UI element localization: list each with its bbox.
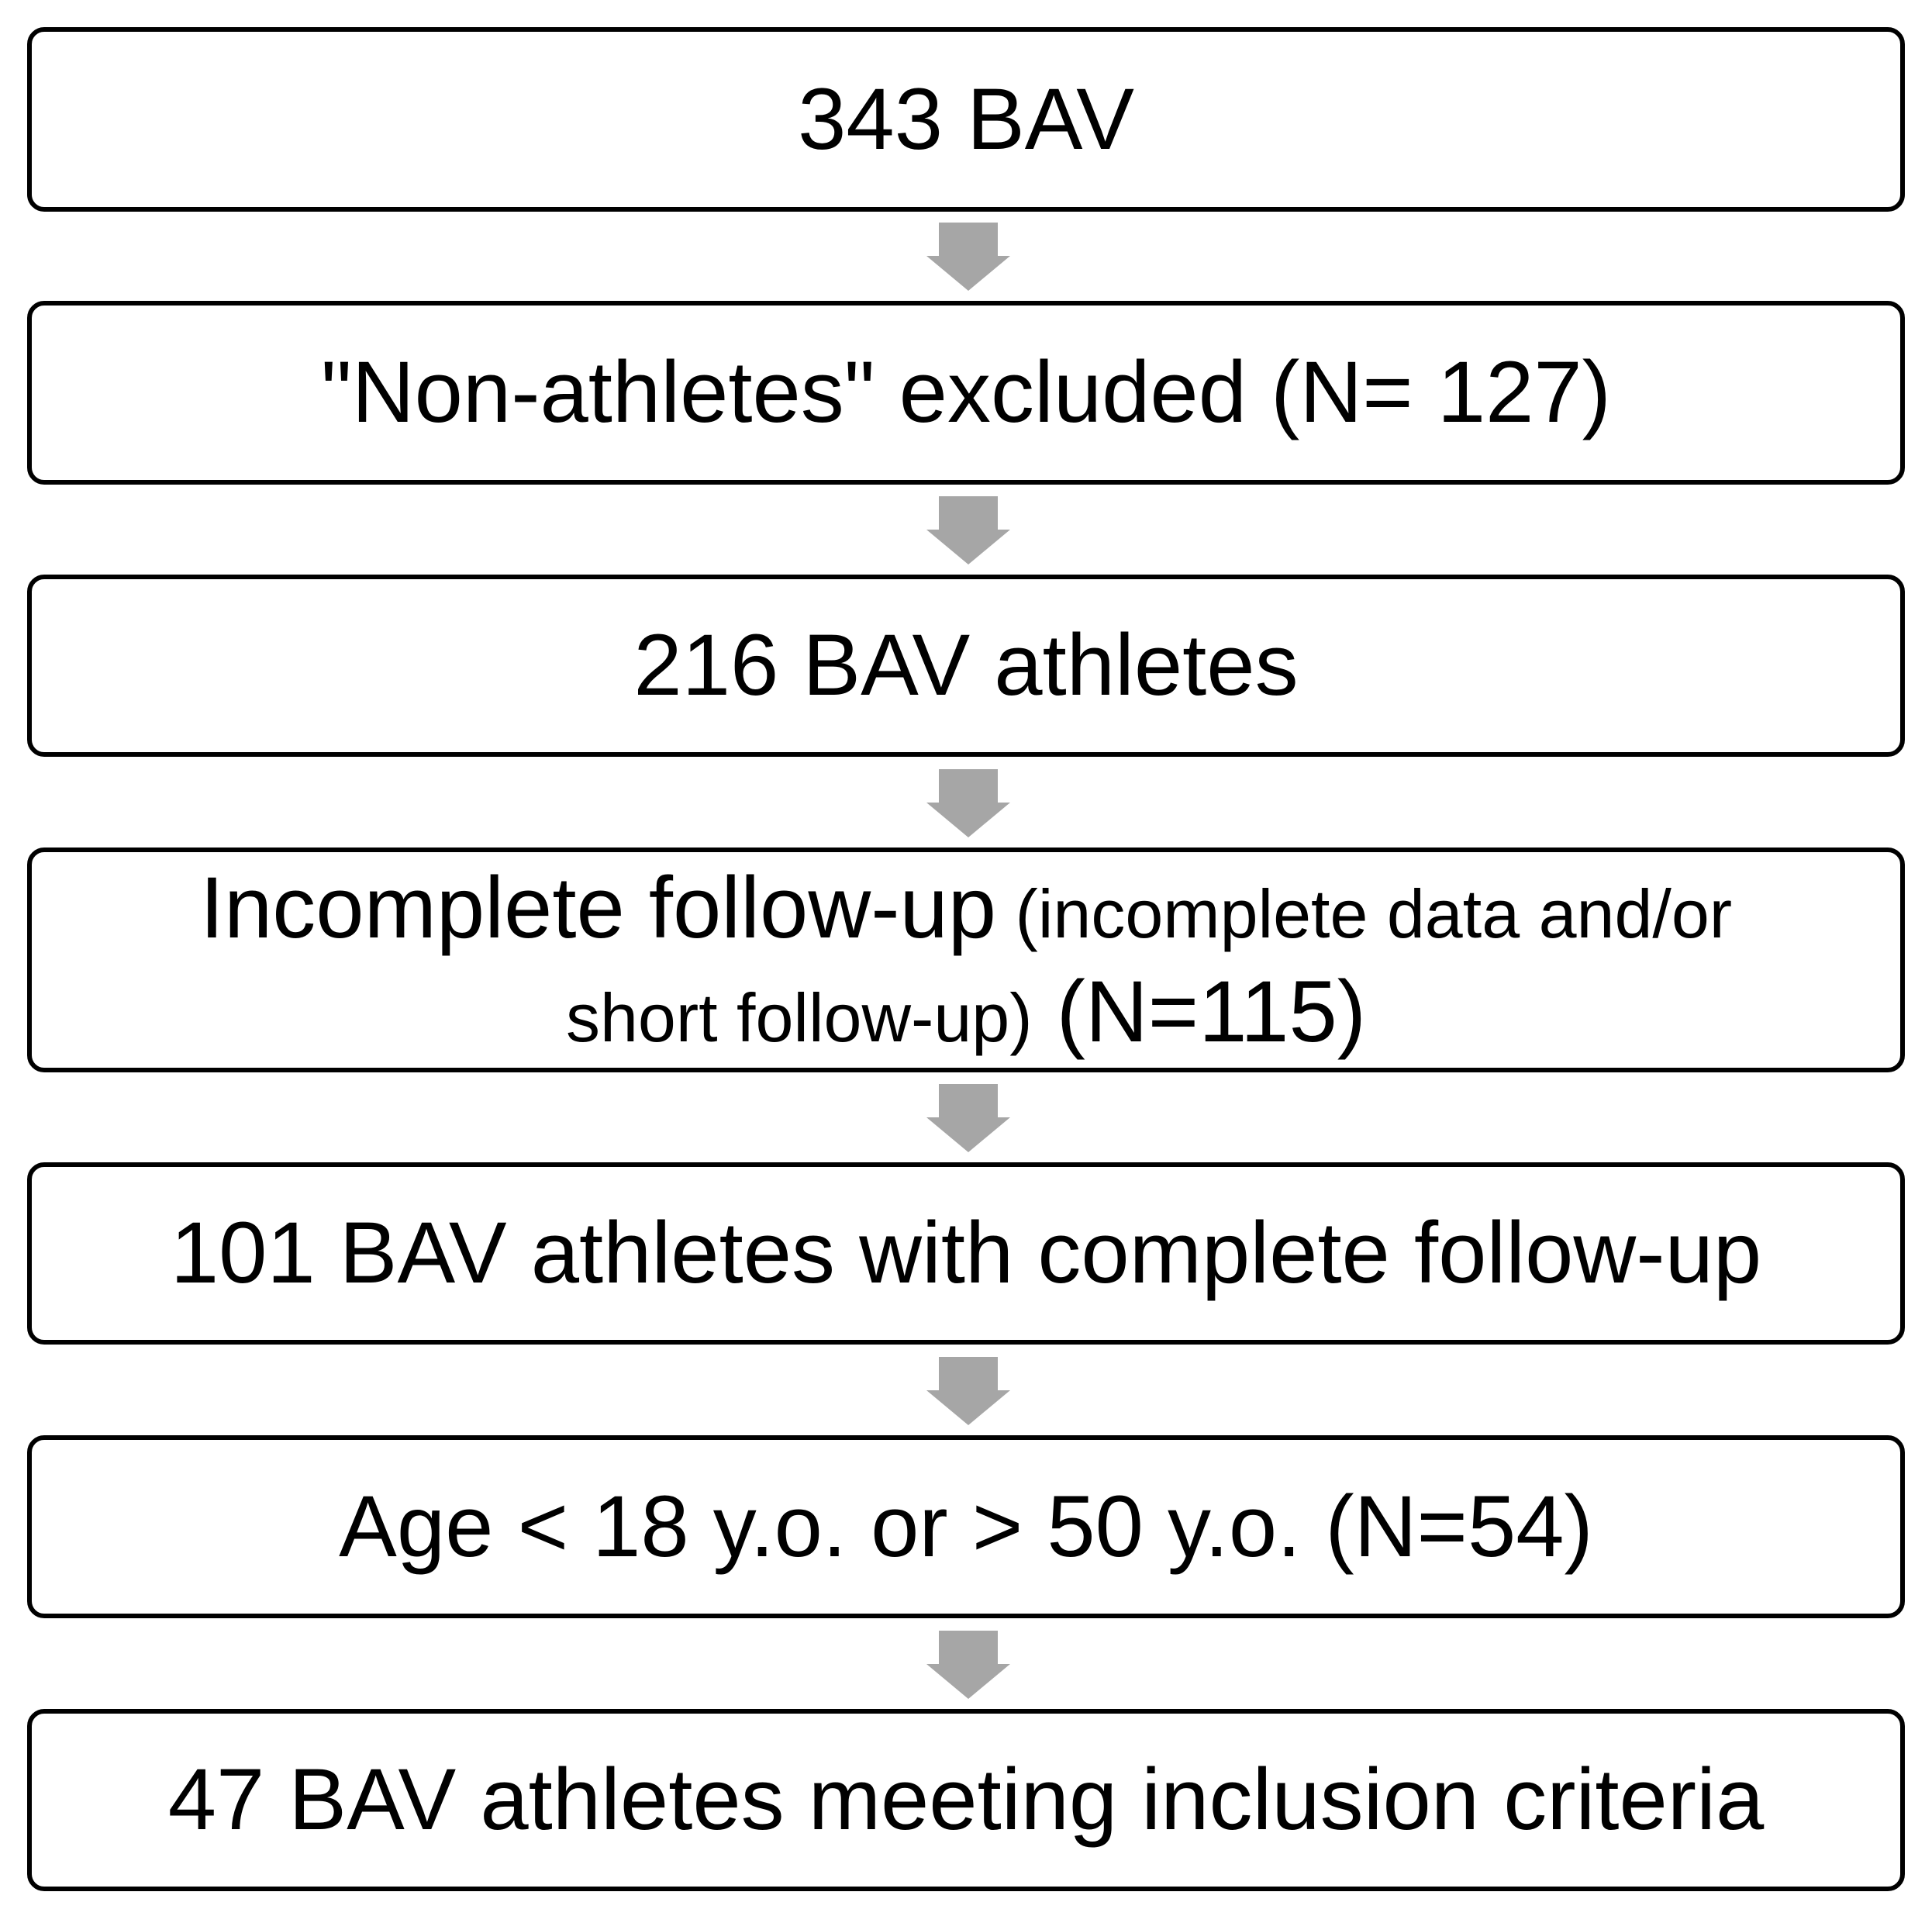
box-label: Incomplete follow-up (incomplete data an…	[164, 856, 1768, 1065]
label-part: (N=115)	[1032, 963, 1367, 1060]
arrow	[926, 1631, 1010, 1699]
arrow	[926, 1357, 1010, 1425]
box: "Non-athletes" excluded (N= 127)	[27, 301, 1905, 485]
box-label: "Non-athletes" excluded (N= 127)	[321, 343, 1611, 441]
box-label: 47 BAV athletes meeting inclusion criter…	[167, 1751, 1765, 1849]
box: Age < 18 y.o. or > 50 y.o. (N=54)	[27, 1435, 1905, 1618]
label-part: (incomplete data and/or short follow-up)	[565, 875, 1733, 1056]
arrow	[926, 496, 1010, 564]
box-label: 101 BAV athletes with complete follow-up	[170, 1204, 1762, 1302]
box-label: Age < 18 y.o. or > 50 y.o. (N=54)	[339, 1477, 1593, 1575]
box-label: 343 BAV	[798, 70, 1134, 167]
arrow	[926, 1084, 1010, 1152]
arrow-group	[926, 223, 1010, 1699]
box: 343 BAV	[27, 27, 1905, 212]
box-label: 216 BAV athletes	[633, 616, 1299, 714]
arrow	[926, 769, 1010, 837]
label-part: Incomplete follow-up	[199, 858, 997, 956]
box: Incomplete follow-up (incomplete data an…	[27, 848, 1905, 1072]
box: 47 BAV athletes meeting inclusion criter…	[27, 1709, 1905, 1891]
box: 101 BAV athletes with complete follow-up	[27, 1162, 1905, 1345]
box: 216 BAV athletes	[27, 575, 1905, 757]
arrow	[926, 223, 1010, 291]
